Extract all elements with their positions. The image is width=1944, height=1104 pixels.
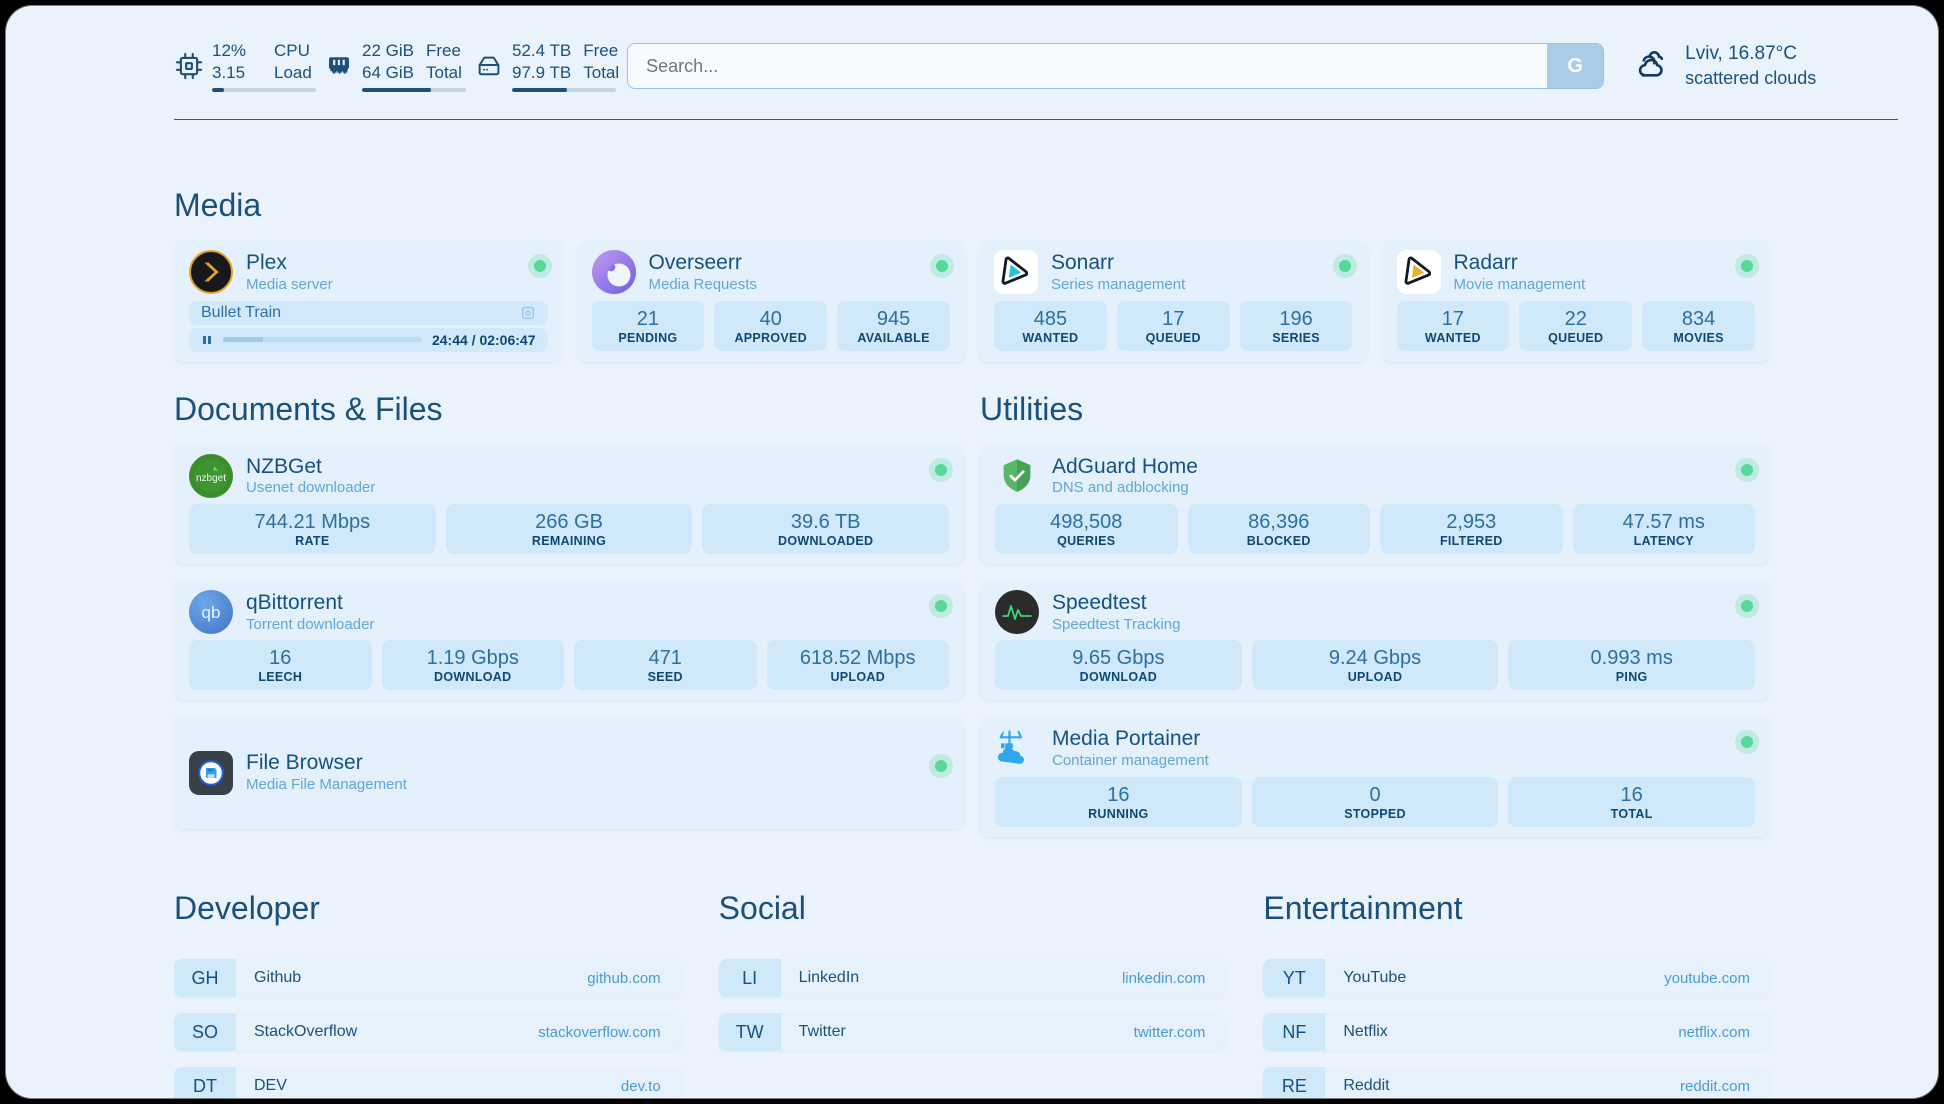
svg-text:nzbget: nzbget (196, 473, 226, 484)
svg-text:qb: qb (202, 603, 221, 622)
